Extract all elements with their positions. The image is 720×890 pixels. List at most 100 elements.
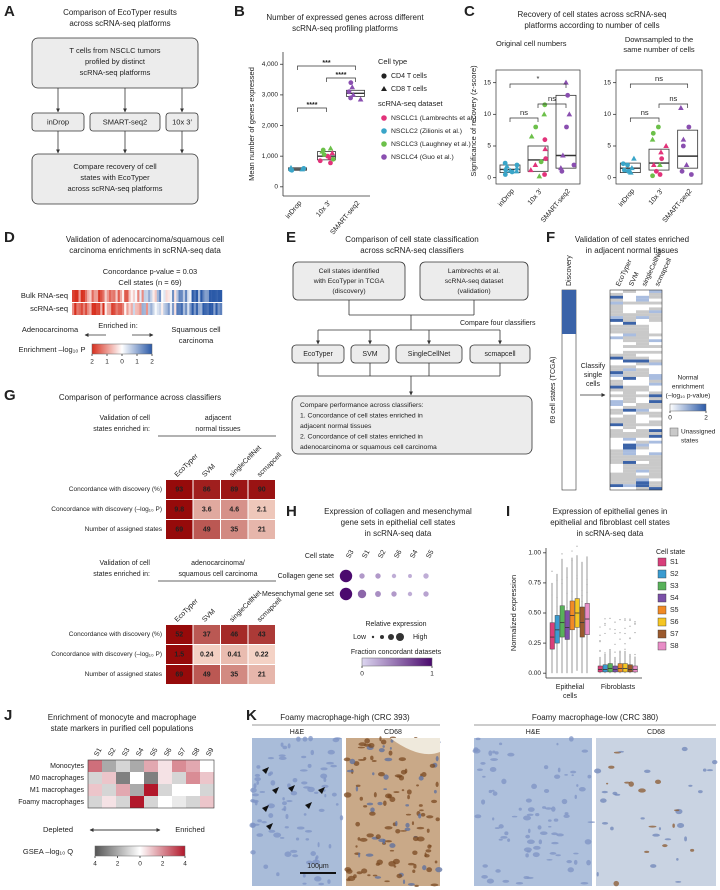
heat-cell xyxy=(610,365,623,369)
texture xyxy=(481,799,486,805)
label: Concordance with discovery (–log₁₀ P) xyxy=(51,651,162,658)
heat-cell xyxy=(636,371,649,375)
heat-cell xyxy=(623,458,636,462)
texture xyxy=(284,851,292,857)
label: GSEA –log₁₀ Q xyxy=(23,847,73,856)
heat-cell xyxy=(130,772,144,784)
heat-cell xyxy=(623,353,636,357)
texture xyxy=(304,830,313,833)
label: Compare recovery of cell xyxy=(73,162,157,171)
heat-cell xyxy=(636,350,649,354)
label: in adjacent normal tissues xyxy=(586,246,679,255)
heat-cell xyxy=(165,290,168,302)
point xyxy=(502,160,508,166)
dot xyxy=(391,573,397,579)
panel-letter: D xyxy=(4,229,15,246)
heat-cell xyxy=(189,290,192,302)
box xyxy=(612,665,618,673)
outlier xyxy=(556,579,558,581)
label: (discovery) xyxy=(332,288,365,295)
heat-cell xyxy=(610,423,623,427)
label: Concordance with discovery (%) xyxy=(69,631,162,638)
heat-cell xyxy=(649,408,662,412)
texture xyxy=(290,849,298,853)
heat-cell xyxy=(102,796,116,808)
heat-cell xyxy=(158,303,162,315)
texture xyxy=(331,792,337,797)
heat-cell xyxy=(610,414,623,418)
label: Validation of cell xyxy=(100,560,151,567)
texture xyxy=(526,813,534,816)
label: scRNA-seq dataset xyxy=(445,278,504,285)
heat-cell xyxy=(636,391,649,395)
heat-cell xyxy=(200,784,214,796)
texture xyxy=(395,829,401,834)
outlier xyxy=(581,589,583,591)
heat-cell xyxy=(636,313,649,317)
texture xyxy=(295,837,300,841)
heat-cell xyxy=(636,321,649,325)
heat-cell xyxy=(135,290,138,302)
texture xyxy=(390,738,440,755)
texture xyxy=(712,760,718,765)
cell-text: 2.1 xyxy=(257,506,267,513)
texture xyxy=(402,879,406,885)
texture xyxy=(548,825,552,828)
heat-cell xyxy=(113,290,116,302)
heat-cell xyxy=(150,303,153,315)
heat-cell xyxy=(172,303,175,315)
heat-cell xyxy=(610,443,623,447)
label: NSCLC3 (Laughney et al.) xyxy=(391,141,471,148)
outlier xyxy=(619,632,621,634)
texture xyxy=(379,736,382,742)
point xyxy=(566,111,573,117)
texture xyxy=(537,825,542,830)
heat-cell xyxy=(649,379,662,383)
heat-cell xyxy=(610,330,623,334)
outlier xyxy=(614,643,616,645)
label: EcoTyper xyxy=(174,597,200,623)
cell-text: 0.22 xyxy=(255,651,269,658)
tick-label: 1 xyxy=(135,359,139,366)
texture xyxy=(498,838,503,841)
texture xyxy=(676,858,679,861)
heat-cell xyxy=(610,461,623,465)
table-cell xyxy=(248,645,275,664)
heat-cell xyxy=(649,356,662,360)
heat-cell xyxy=(636,336,649,340)
heat-cell xyxy=(636,388,649,392)
texture xyxy=(404,827,411,831)
outlier xyxy=(566,606,568,609)
heat-cell xyxy=(76,290,79,302)
heat-cell xyxy=(623,368,636,372)
texture xyxy=(655,779,662,785)
texture xyxy=(528,828,531,834)
label: cells xyxy=(563,693,578,700)
heat-cell xyxy=(623,446,636,450)
heat-cell xyxy=(610,298,623,302)
outlier xyxy=(599,634,601,636)
heat-cell xyxy=(610,307,623,311)
y-tick-label: 15 xyxy=(604,79,612,86)
label: S1 xyxy=(361,549,371,560)
heat-cell xyxy=(102,303,105,315)
heat-cell xyxy=(649,484,662,488)
texture xyxy=(252,793,259,797)
heat-cell xyxy=(130,303,134,315)
texture xyxy=(377,801,383,806)
texture xyxy=(684,836,687,842)
heat-cell xyxy=(636,408,649,412)
texture xyxy=(369,811,376,816)
label: Fibroblasts xyxy=(601,684,636,691)
legend-swatch xyxy=(657,569,667,579)
heat-cell xyxy=(636,310,649,314)
texture xyxy=(310,851,316,856)
heat-cell xyxy=(88,796,102,808)
discovery-block xyxy=(562,290,576,334)
texture xyxy=(566,859,572,864)
label: CD4 T cells xyxy=(391,73,427,80)
texture xyxy=(317,842,320,848)
label: Normal xyxy=(678,375,700,382)
label: single xyxy=(584,372,602,379)
label: across scRNA-seq platforms xyxy=(69,19,170,28)
